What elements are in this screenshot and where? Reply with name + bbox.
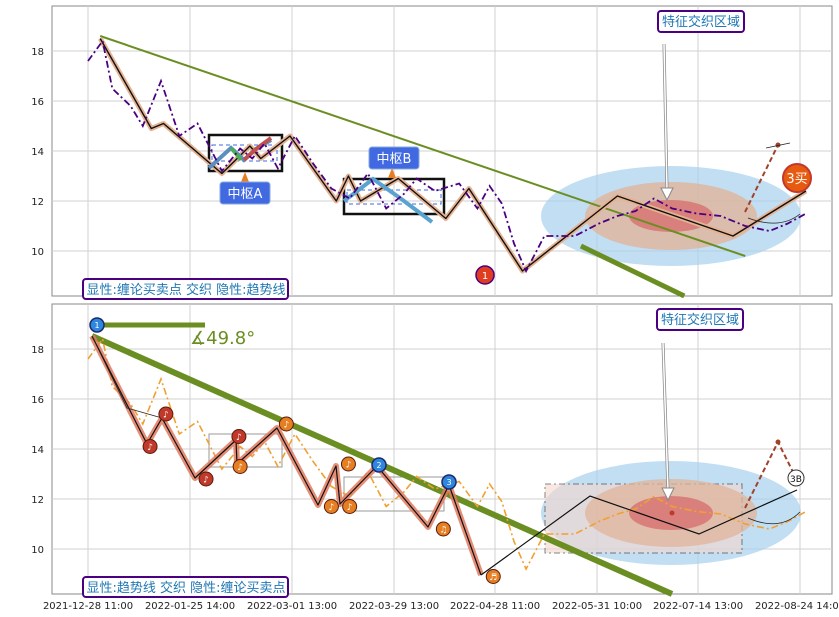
bottom-marker-1: 1	[89, 317, 105, 333]
top-zone-label-text: 特征交织区域	[662, 14, 740, 30]
bottom-zone-arrow-core	[662, 342, 669, 491]
bottom-marker-note-glyph: ♪	[329, 503, 335, 513]
pivot-a-label: 中枢A	[219, 172, 271, 205]
bottom-marker-1-text: 1	[94, 321, 99, 330]
bottom-marker-note	[485, 569, 501, 584]
bottom-marker-note-glyph: ♪	[237, 463, 243, 473]
bottom-marker-note	[435, 521, 451, 537]
bottom-zone-label-text: 特征交织区域	[661, 312, 739, 328]
bottom-marker-3b: 3B	[787, 469, 805, 487]
bottom-y-tick-label: 10	[31, 545, 44, 556]
bottom-marker-note	[231, 429, 247, 444]
bottom-marker-3b-text: 3B	[790, 475, 802, 485]
bottom-thin-stroke	[91, 335, 163, 419]
bottom-zone-center-point	[669, 510, 675, 516]
pivot-a-segment-red	[242, 136, 273, 162]
pivot-a-label-text: 中枢A	[228, 187, 263, 202]
bottom-marker-note	[142, 439, 158, 454]
bottom-marker-note-glyph: ♪	[346, 461, 352, 471]
bottom-marker-note-glyph: ♪	[147, 443, 153, 453]
x-tick-label: 2021-12-28 11:00	[43, 601, 133, 612]
pivot-b-inner-box	[346, 189, 442, 205]
bottom-stroke-tail	[480, 489, 798, 576]
x-tick-label: 2022-01-25 14:00	[145, 601, 235, 612]
top-y-tick-label: 14	[31, 147, 44, 158]
pivot-a-box	[207, 133, 284, 173]
top-y-tick-label: 10	[31, 247, 44, 258]
bottom-marker-note	[323, 499, 339, 514]
top-trend-line	[99, 35, 746, 257]
bottom-x-ticks: 2021-12-28 11:00 2022-01-25 14:00 2022-03-…	[43, 601, 839, 612]
top-caption: 显性:缠论买卖点 交织 隐性:趋势线	[82, 278, 289, 300]
top-y-tick-label: 16	[31, 97, 44, 108]
bottom-caption: 显性:趋势线 交织 隐性:缠论买卖点	[82, 576, 289, 598]
bottom-marker-note-glyph: ♪	[203, 476, 209, 486]
top-trend-thick-line	[579, 243, 686, 299]
bottom-y-tick-label: 16	[31, 395, 44, 406]
bottom-y-tick-label: 18	[31, 345, 44, 356]
buy1-marker-text: 1	[482, 271, 488, 282]
top-y-tick-label: 18	[31, 47, 44, 58]
bottom-marker-note-glyph: ♬	[489, 573, 497, 583]
bottom-marker-note	[340, 456, 356, 472]
bottom-marker-note	[342, 499, 358, 514]
x-tick-label: 2022-03-29 13:00	[349, 601, 439, 612]
top-price-series	[87, 38, 807, 274]
top-zone-label: 特征交织区域	[657, 10, 745, 33]
bottom-marker-note-glyph: ♪	[283, 421, 289, 431]
top-zone-arrow-head	[660, 187, 674, 202]
bottom-projection-point	[775, 439, 781, 445]
bottom-marker-2-text: 2	[376, 461, 381, 470]
x-tick-label: 2022-07-14 13:00	[653, 601, 743, 612]
x-tick-label: 2022-03-01 13:00	[247, 601, 337, 612]
pivot-a-pointer	[241, 172, 249, 182]
bottom-marker-note-glyph: ♫	[439, 526, 447, 536]
top-projection-line	[744, 144, 779, 213]
bottom-caption-text: 显性:趋势线 交织 隐性:缠论买卖点	[86, 580, 285, 596]
top-stroke-line	[99, 38, 807, 272]
top-panel: 10 12 14 16 18	[31, 5, 833, 300]
bottom-stroke-line	[91, 335, 482, 576]
x-tick-label: 2022-05-31 10:00	[552, 601, 642, 612]
bottom-projection-arc	[747, 511, 801, 525]
bottom-zone-arrow-head	[661, 487, 675, 502]
bottom-y-tick-label: 14	[31, 445, 44, 456]
bottom-zone-label: 特征交织区域	[656, 308, 744, 331]
bottom-marker-note-glyph: ♪	[236, 433, 242, 443]
bottom-price-series	[87, 337, 807, 571]
bottom-marker-2: 2	[371, 457, 387, 473]
top-projection-point	[775, 142, 781, 148]
pivot-b-pointer	[388, 168, 396, 178]
bottom-marker-3-text: 3	[446, 478, 451, 487]
angle-label: ∡49.8°	[190, 328, 255, 349]
top-zone-arrow-core	[663, 43, 668, 191]
bottom-marker-note	[158, 406, 174, 422]
bottom-markers: ♪ ♪ ♪ ♪ ♪ ♪ ♪ ♪ ♪ ♫ ♬	[142, 406, 501, 584]
pivot-b-label-text: 中枢B	[377, 152, 412, 167]
top-caption-text: 显性:缠论买卖点 交织 隐性:趋势线	[86, 282, 285, 298]
pivot-b-segment	[342, 176, 434, 224]
bottom-marker-note-glyph: ♪	[163, 411, 169, 421]
bottom-marker-note	[232, 459, 248, 474]
bottom-y-tick-label: 12	[31, 495, 44, 506]
x-tick-label: 2022-08-24 14:00	[755, 601, 839, 612]
buy1-marker: 1	[475, 265, 495, 285]
top-projection-arc	[747, 213, 801, 224]
bottom-grid	[52, 304, 832, 594]
bottom-y-ticks: 10 12 14 16 18	[31, 345, 44, 556]
pivot-b-label: 中枢B	[368, 146, 420, 178]
bottom-marker-3: 3	[441, 474, 457, 490]
top-projection-bracket	[765, 142, 791, 149]
top-y-tick-label: 12	[31, 197, 44, 208]
bottom-marker-note	[198, 471, 214, 487]
bottom-marker-note	[278, 416, 294, 432]
buy3-marker-text: 3买	[786, 172, 807, 187]
x-tick-label: 2022-04-28 11:00	[450, 601, 540, 612]
buy3-marker: 3买	[782, 163, 812, 193]
bottom-marker-note-glyph: ♪	[347, 503, 353, 513]
top-y-ticks: 10 12 14 16 18	[31, 47, 44, 258]
